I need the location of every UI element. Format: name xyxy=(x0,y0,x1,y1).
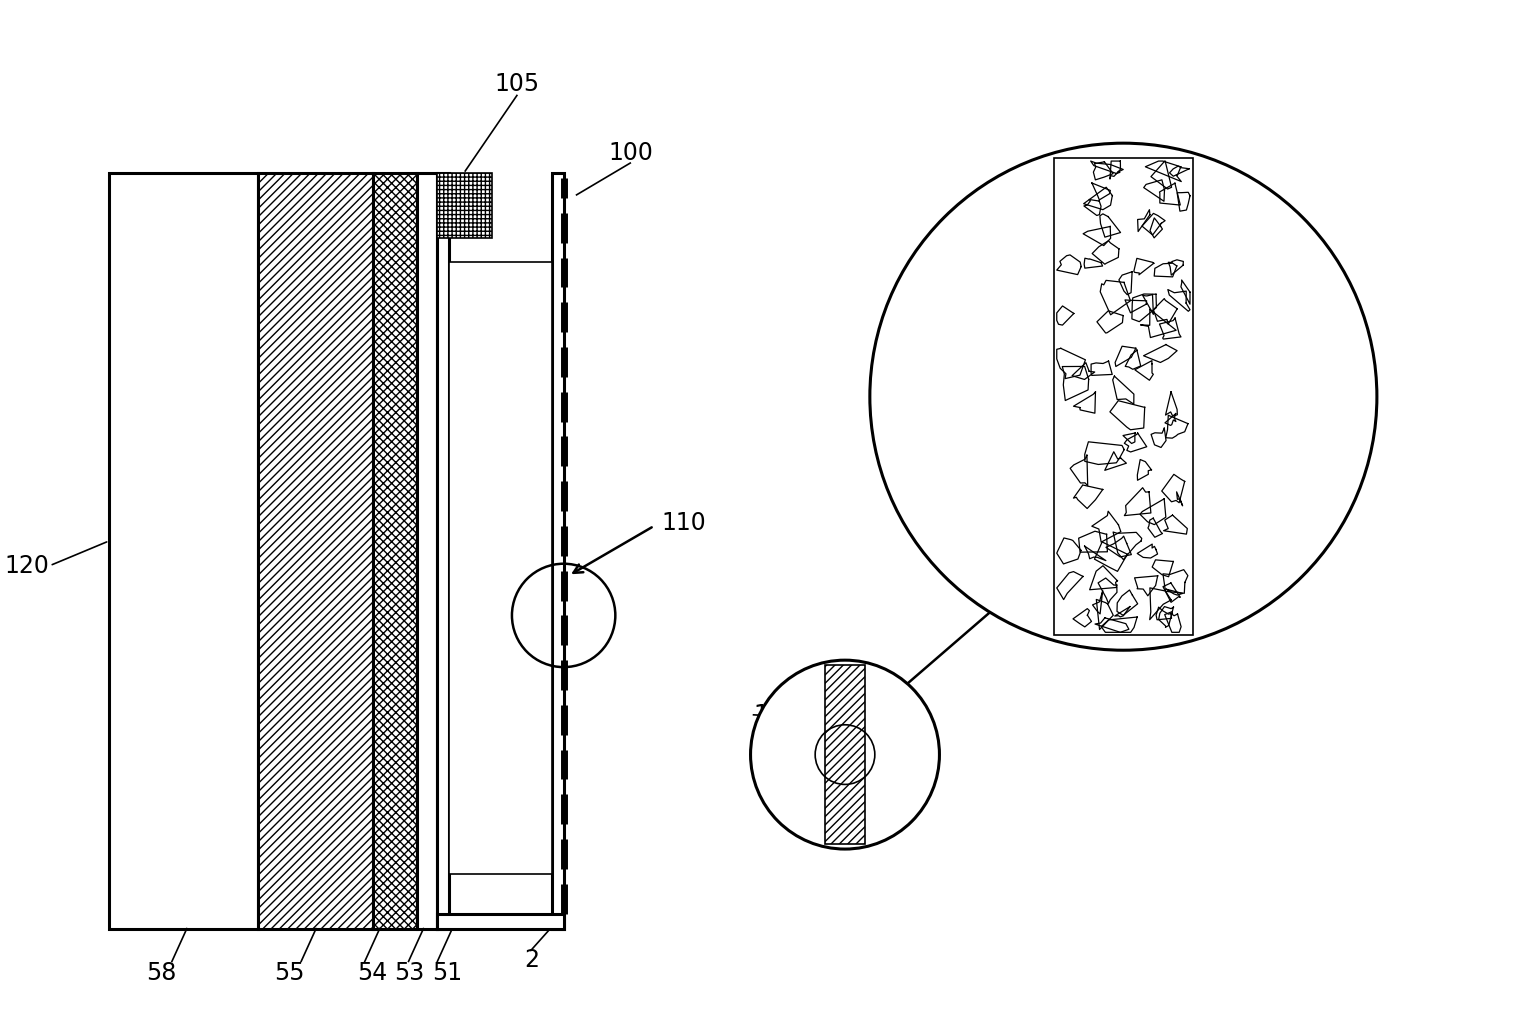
Text: 100: 100 xyxy=(753,703,798,727)
Bar xyxy=(1053,158,1193,635)
Text: 120: 120 xyxy=(5,554,49,577)
Text: 2: 2 xyxy=(524,949,539,972)
Bar xyxy=(372,173,418,929)
Bar xyxy=(551,173,563,929)
Text: 105: 105 xyxy=(495,71,539,96)
Bar xyxy=(259,173,372,929)
Circle shape xyxy=(750,660,940,850)
Bar xyxy=(418,173,438,929)
Bar xyxy=(825,665,865,844)
Text: 58: 58 xyxy=(145,961,176,986)
Bar xyxy=(438,173,449,929)
Text: 53: 53 xyxy=(395,961,424,986)
Bar xyxy=(109,173,259,929)
Bar xyxy=(449,263,551,874)
Bar xyxy=(438,913,563,929)
Text: 54: 54 xyxy=(358,961,387,986)
Bar xyxy=(438,173,491,237)
Text: 110: 110 xyxy=(661,511,706,535)
Text: 51: 51 xyxy=(432,961,462,986)
Text: 100: 100 xyxy=(609,141,654,165)
Text: 55: 55 xyxy=(274,961,305,986)
Circle shape xyxy=(870,143,1376,651)
